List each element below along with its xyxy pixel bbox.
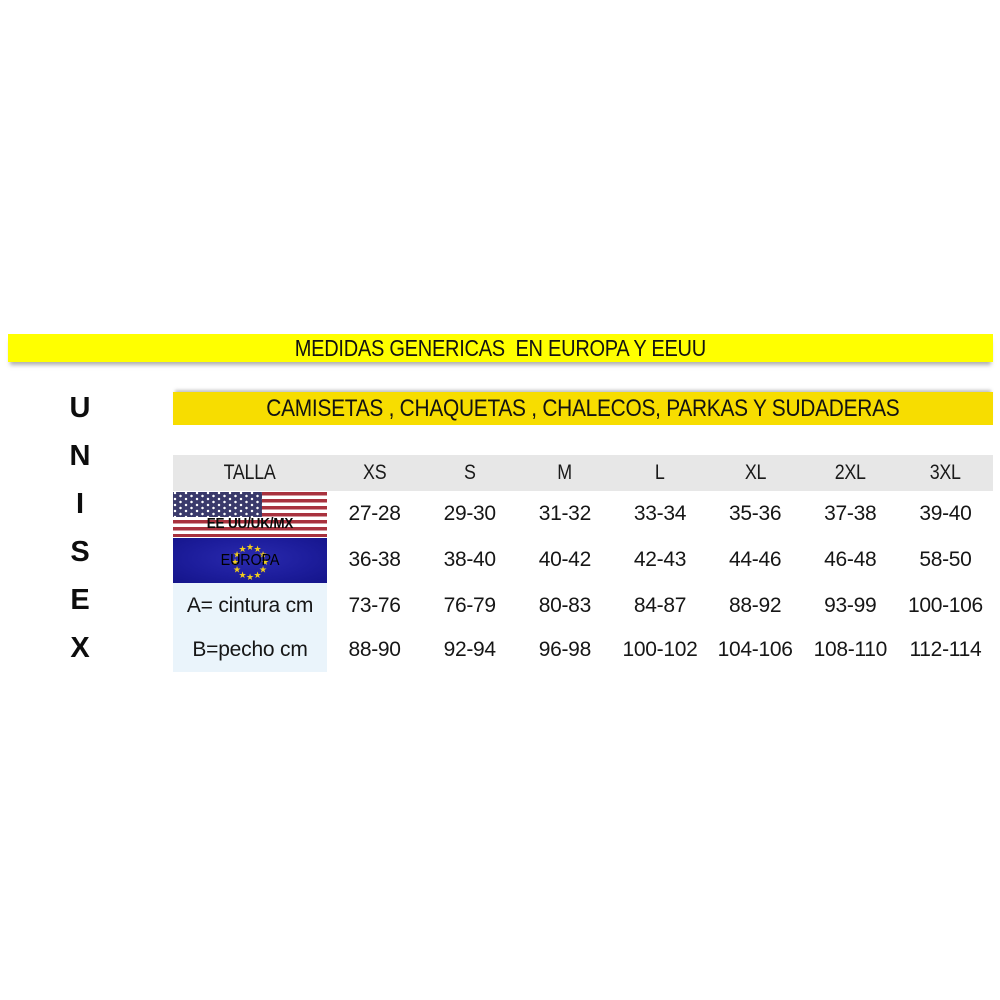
usa-flag: EE UU/UK/MX: [173, 492, 327, 537]
size-table: TALLA XS S M L XL 2XL 3XL EE UU/UK/MX 27…: [173, 455, 993, 672]
eu-star-icon: [250, 576, 258, 577]
eu-star-icon: [258, 573, 266, 574]
table-cell: 108-110: [802, 628, 898, 672]
header-cell-2xl: 2XL: [802, 455, 898, 491]
table-cell: 112-114: [897, 628, 993, 672]
unisex-letter: S: [70, 536, 90, 568]
header-cell-s: S: [422, 455, 518, 491]
table-cell: 40-42: [517, 537, 613, 583]
eu-flag: EUROPA: [173, 538, 327, 583]
table-cell: 31-32: [517, 491, 613, 537]
table-cell: 88-90: [327, 628, 423, 672]
header-cell-l: L: [612, 455, 708, 491]
table-cell: 76-79: [422, 583, 518, 628]
table-cell: 46-48: [802, 537, 898, 583]
unisex-letter: N: [69, 440, 91, 472]
table-cell: 44-46: [707, 537, 803, 583]
row-header-usa: EE UU/UK/MX: [173, 491, 327, 537]
table-cell: 88-92: [707, 583, 803, 628]
eu-star-icon: [243, 573, 251, 574]
header-cell-xl: XL: [707, 455, 803, 491]
row-header-europa: EUROPA: [173, 537, 327, 583]
header-cell-xs: XS: [327, 455, 423, 491]
usa-flag-canton: [173, 492, 263, 518]
table-cell: 42-43: [612, 537, 708, 583]
unisex-letter: I: [75, 488, 85, 520]
table-cell: 96-98: [517, 628, 613, 672]
table-cell: 93-99: [802, 583, 898, 628]
table-cell: 84-87: [612, 583, 708, 628]
eu-star-icon: [243, 548, 251, 549]
unisex-letter: E: [70, 584, 90, 616]
table-cell: 29-30: [422, 491, 518, 537]
table-cell: 104-106: [707, 628, 803, 672]
table-cell: 100-106: [897, 583, 993, 628]
table-cell: 73-76: [327, 583, 423, 628]
table-cell: 33-34: [612, 491, 708, 537]
header-cell-m: M: [517, 455, 613, 491]
table-cell: 36-38: [327, 537, 423, 583]
top-banner-title: MEDIDAS GENERICAS EN EUROPA Y EEUU: [294, 334, 707, 361]
header-cell-talla: TALLA: [173, 455, 327, 491]
top-banner: MEDIDAS GENERICAS EN EUROPA Y EEUU: [8, 334, 993, 362]
table-cell: 38-40: [422, 537, 518, 583]
table-cell: 39-40: [897, 491, 993, 537]
unisex-vertical-label: U N I S E X: [58, 384, 102, 672]
row-label-pecho: B=pecho cm: [173, 628, 327, 672]
header-cell-3xl: 3XL: [897, 455, 993, 491]
unisex-letter: X: [70, 632, 90, 664]
table-cell: 80-83: [517, 583, 613, 628]
section-banner-title: CAMISETAS , CHAQUETAS , CHALECOS, PARKAS…: [266, 394, 900, 422]
row-label-usa: EE UU/UK/MX: [206, 515, 294, 532]
table-cell: 100-102: [612, 628, 708, 672]
row-label-cintura: A= cintura cm: [173, 583, 327, 628]
table-cell: 58-50: [897, 537, 993, 583]
table-cell: 35-36: [707, 491, 803, 537]
section-banner: CAMISETAS , CHAQUETAS , CHALECOS, PARKAS…: [173, 392, 993, 425]
table-cell: 37-38: [802, 491, 898, 537]
table-cell: 27-28: [327, 491, 423, 537]
table-cell: 92-94: [422, 628, 518, 672]
row-label-europa: EUROPA: [220, 551, 280, 569]
unisex-letter: U: [69, 392, 91, 424]
